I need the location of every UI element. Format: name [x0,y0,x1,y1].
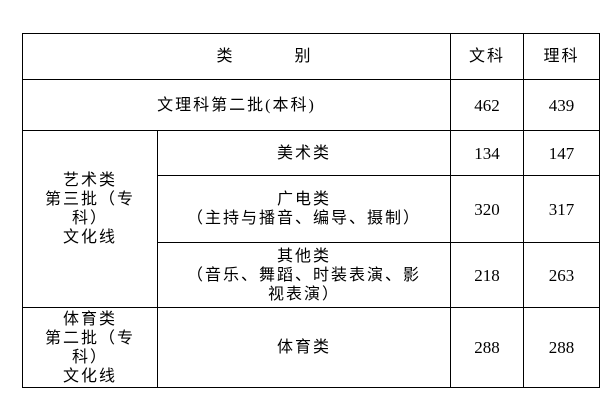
wen-value: 134 [450,130,525,176]
group-line: 文化线 [62,367,117,385]
wen-value: 320 [450,175,525,243]
group-label-sport: 体育类 第二批（专 科） 文化线 [22,307,158,388]
table-row: 文理科第二批(本科) 462 439 [21,79,601,131]
wen-value: 288 [450,307,525,388]
table-row: 艺术类 第三批（专 科） 文化线 美术类 134 147 [22,130,601,308]
li-value: 147 [523,130,601,176]
header-wen: 文科 [450,33,525,80]
wen-value: 462 [450,79,525,131]
wen-value: 218 [450,242,525,308]
li-value: 263 [523,242,601,308]
group-label-art: 艺术类 第三批（专 科） 文化线 [22,130,158,308]
label-line: 广电类 [277,191,332,208]
table-row: 体育类 第二批（专 科） 文化线 体育类 288 288 [22,307,601,388]
group-line: 体育类 [62,310,117,328]
table-row: 其他类 （音乐、舞蹈、时装表演、影 视表演） 218 263 [23,242,601,308]
label-line: 其他类 [277,247,332,265]
row-label: 体育类 [156,307,452,388]
row-label: 文理科第二批(本科) [21,79,452,131]
li-value: 317 [523,175,601,243]
header-li: 理科 [523,33,601,80]
group-line: 艺术类 [62,172,117,189]
group-line: 科） [71,348,108,366]
group-line: 第三批（专 [44,191,135,208]
li-value: 439 [523,79,601,131]
group-line: 第二批（专 [44,329,135,347]
header-category: 类 别 [21,33,452,80]
table-header-row: 类 别 文科 理科 [21,33,601,80]
label-line: 视表演） [268,285,341,303]
group-line: 文化线 [62,229,117,246]
table-row: 广电类 （主持与播音、编导、摄制） 320 317 [23,175,601,243]
row-label: 美术类 [156,130,452,176]
label-line: （主持与播音、编导、摄制） [187,210,422,227]
row-label: 广电类 （主持与播音、编导、摄制） [156,175,452,243]
score-table: 类 别 文科 理科 文理科第二批(本科) 462 439 艺术类 第三批（专 科… [21,33,601,388]
li-value: 288 [523,307,601,388]
label-line: （音乐、舞蹈、时装表演、影 [187,266,422,284]
row-label: 其他类 （音乐、舞蹈、时装表演、影 视表演） [156,242,452,308]
group-line: 科） [71,210,108,227]
